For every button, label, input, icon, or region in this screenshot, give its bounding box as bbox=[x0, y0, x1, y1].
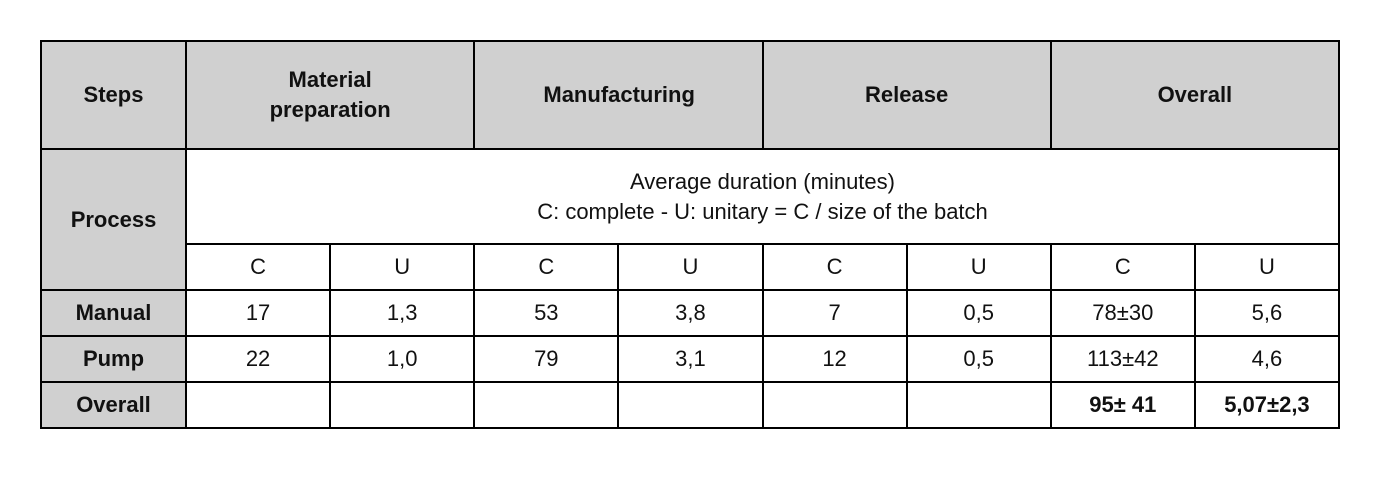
subheader: C bbox=[1049, 243, 1196, 291]
value-cell: 1,3 bbox=[329, 289, 476, 337]
value-cell: 4,6 bbox=[1193, 335, 1341, 383]
group-header: Overall bbox=[1049, 40, 1341, 150]
row-label: Overall bbox=[40, 381, 187, 429]
value-cell: 53 bbox=[473, 289, 620, 337]
row-label: Pump bbox=[40, 335, 187, 383]
data-row: Overall 95± 41 5,07±2,3 bbox=[40, 381, 1341, 429]
description-line: Average duration (minutes) bbox=[630, 168, 895, 194]
value-cell: 7 bbox=[761, 289, 908, 337]
empty-cell bbox=[184, 381, 332, 429]
group-name: Release bbox=[865, 82, 949, 107]
value-cell: 0,5 bbox=[905, 289, 1052, 337]
subheader: U bbox=[905, 243, 1052, 291]
value-cell: 78±30 bbox=[1049, 289, 1196, 337]
group-header: Release bbox=[761, 40, 1052, 150]
empty-cell bbox=[329, 381, 476, 429]
duration-table: Steps Material preparation Manufacturing Re… bbox=[40, 40, 1341, 429]
value-cell: 0,5 bbox=[905, 335, 1052, 383]
steps-header: Steps bbox=[40, 40, 187, 150]
process-header: Process bbox=[40, 148, 187, 291]
subheader: U bbox=[1193, 243, 1341, 291]
description-cell: Average duration (minutes) C: complete - … bbox=[185, 148, 1340, 245]
value-cell: 113±42 bbox=[1049, 335, 1196, 383]
data-row: Manual 17 1,3 53 3,8 7 0,5 78±30 5,6 bbox=[40, 289, 1341, 337]
subheader: C bbox=[184, 243, 332, 291]
row-label: Manual bbox=[40, 289, 187, 337]
value-cell: 79 bbox=[473, 335, 620, 383]
value-cell: 22 bbox=[184, 335, 332, 383]
data-row: Pump 22 1,0 79 3,1 12 0,5 113±42 4,6 bbox=[40, 335, 1341, 383]
subheader: U bbox=[329, 243, 476, 291]
subheader: C bbox=[473, 243, 620, 291]
value-cell: 3,1 bbox=[617, 335, 764, 383]
group-name: Manufacturing bbox=[543, 82, 695, 107]
table-body: Steps Material preparation Manufacturing Re… bbox=[40, 40, 1341, 429]
value-cell: 5,6 bbox=[1193, 289, 1341, 337]
subheader: U bbox=[617, 243, 764, 291]
empty-cell bbox=[761, 381, 908, 429]
subheader: C bbox=[761, 243, 908, 291]
description-line: C: complete - U: unitary = C / size of t… bbox=[537, 198, 988, 224]
value-cell: 95± 41 bbox=[1049, 381, 1196, 429]
header-row: Steps Material preparation Manufacturing Re… bbox=[40, 40, 1341, 150]
description-row: Process Average duration (minutes) C: comp… bbox=[40, 148, 1340, 291]
empty-cell bbox=[473, 381, 620, 429]
group-name: Material preparation bbox=[269, 67, 391, 122]
value-cell: 1,0 bbox=[329, 335, 476, 383]
empty-cell bbox=[617, 381, 764, 429]
empty-cell bbox=[905, 381, 1052, 429]
group-name: Overall bbox=[1157, 82, 1233, 107]
group-header: Manufacturing bbox=[473, 40, 764, 150]
value-cell: 3,8 bbox=[617, 289, 764, 337]
group-header: Material preparation bbox=[184, 40, 476, 150]
value-cell: 17 bbox=[184, 289, 332, 337]
value-cell: 5,07±2,3 bbox=[1193, 381, 1341, 429]
value-cell: 12 bbox=[761, 335, 908, 383]
